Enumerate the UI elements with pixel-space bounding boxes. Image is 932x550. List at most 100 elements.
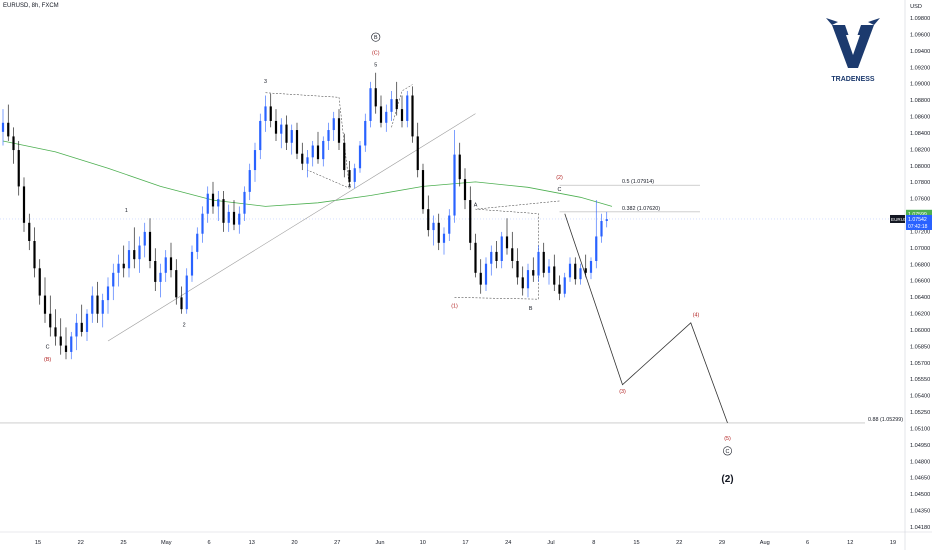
x-tick-label: 27: [334, 540, 340, 546]
candle-body: [206, 193, 209, 214]
wave-label: C: [558, 187, 562, 193]
candle-body: [22, 186, 26, 223]
candle-body: [269, 106, 272, 121]
candle-body: [542, 251, 545, 273]
candle-body: [437, 222, 440, 243]
candle-body: [490, 251, 493, 264]
candle-body: [568, 263, 572, 278]
y-tick-label: 1.05550: [910, 377, 930, 383]
candle-body: [248, 170, 251, 192]
candle-body: [532, 270, 535, 276]
chart-title: EURUSD, 8h, FXCM: [3, 3, 59, 9]
y-tick-label: 1.07800: [910, 180, 930, 186]
candle-body: [579, 268, 582, 280]
candle-body: [474, 242, 477, 273]
x-tick-label: 6: [207, 540, 210, 546]
wave-label: (4): [693, 312, 700, 318]
wave-label: (B): [44, 357, 51, 363]
y-tick-label: 1.05100: [910, 426, 930, 432]
candle-body: [64, 345, 68, 352]
logo-mark: [832, 25, 874, 68]
wave-labels: (B) C 1 2 3 4 5 (C) B (1) A B C (2) (3) (4) (5) C (2): [44, 32, 734, 485]
candle-body: [80, 322, 83, 332]
candle-body: [432, 222, 435, 231]
trendline: [107, 113, 476, 342]
overlays: 0.5 (1.07914) 0.382 (1.07620) 0.88 (1.0529…: [0, 84, 905, 424]
candle-body: [112, 272, 115, 287]
candle-body: [385, 111, 388, 123]
y-tick-label: 1.08800: [910, 98, 930, 104]
candle-body: [337, 118, 341, 143]
candle-body: [511, 248, 514, 261]
ma-value-text: 1.07599: [908, 212, 927, 218]
wave-label: C: [46, 344, 50, 350]
candle-body: [558, 284, 561, 294]
y-tick-label: 1.04350: [910, 509, 930, 515]
x-tick-label: 22: [78, 540, 84, 546]
x-tick-label: 15: [633, 540, 639, 546]
candle-body: [442, 233, 446, 243]
candle-body: [253, 150, 257, 171]
candle-body: [353, 168, 356, 182]
candle-body: [12, 136, 15, 151]
y-tick-label: 1.07200: [910, 229, 930, 235]
y-axis[interactable]: USD 1.09800 1.09600 1.09400 1.09200 1.09000 1.…: [904, 0, 930, 550]
candle-body: [43, 295, 47, 314]
x-tick-label: May: [161, 540, 172, 546]
logo-mark-inner: [846, 35, 860, 55]
fib-level-label: 0.88 (1.05299): [868, 417, 903, 423]
x-tick-label: Aug: [760, 540, 770, 546]
y-tick-label: 1.04180: [910, 525, 930, 531]
candle-body: [133, 250, 136, 260]
countdown-text: 07:42:18: [908, 224, 928, 230]
candle-body: [1, 122, 5, 132]
candle-body: [463, 179, 467, 201]
candle-body: [453, 154, 456, 216]
x-tick-label: 29: [719, 540, 725, 546]
y-tick-label: 1.09200: [910, 65, 930, 71]
x-tick-label: 13: [249, 540, 255, 546]
fib-level-label: 0.5 (1.07914): [622, 179, 654, 185]
candle-body: [185, 275, 188, 310]
projection-path: [564, 213, 728, 424]
candle-body: [516, 260, 519, 278]
candle-body: [332, 118, 335, 131]
candle-body: [201, 213, 204, 234]
x-tick-label: 17: [462, 540, 468, 546]
x-axis[interactable]: 15 22 25 May 6 13 20 27 Jun 10 17 24 Jul 8 15 22 29 Aug 6 1…: [0, 531, 932, 546]
y-tick-label: 1.05400: [910, 394, 930, 400]
y-tick-label: 1.06800: [910, 262, 930, 268]
wave-label: (5): [724, 436, 731, 442]
candles: [1, 72, 608, 360]
candle-body: [238, 213, 241, 225]
candle-body: [374, 88, 377, 107]
wave-label: (2): [721, 474, 733, 485]
price-badge: [906, 214, 932, 230]
x-tick-label: Jul: [547, 540, 554, 546]
wave-label: C: [726, 449, 730, 455]
candle-body: [416, 136, 419, 171]
candle-body: [563, 277, 566, 294]
y-tick-label: 1.06000: [910, 328, 930, 334]
candle-body: [311, 145, 314, 158]
candle-body: [280, 124, 283, 134]
candle-body: [143, 231, 146, 246]
wave-label: (3): [619, 389, 626, 395]
candle-body: [547, 266, 551, 273]
y-tick-label: 1.08400: [910, 131, 930, 137]
x-tick-label: 22: [676, 540, 682, 546]
candle-body: [38, 268, 41, 296]
y-tick-label: 1.06600: [910, 279, 930, 285]
y-tick-label: 1.04650: [910, 476, 930, 482]
candle-body: [521, 277, 524, 289]
candle-body: [180, 297, 183, 310]
y-tick-label: 1.04950: [910, 443, 930, 449]
candle-body: [411, 95, 414, 137]
x-tick-label: 24: [505, 540, 511, 546]
candle-body: [138, 245, 141, 260]
x-tick-label: Jun: [375, 540, 384, 546]
y-tick-label: 1.07600: [910, 197, 930, 203]
